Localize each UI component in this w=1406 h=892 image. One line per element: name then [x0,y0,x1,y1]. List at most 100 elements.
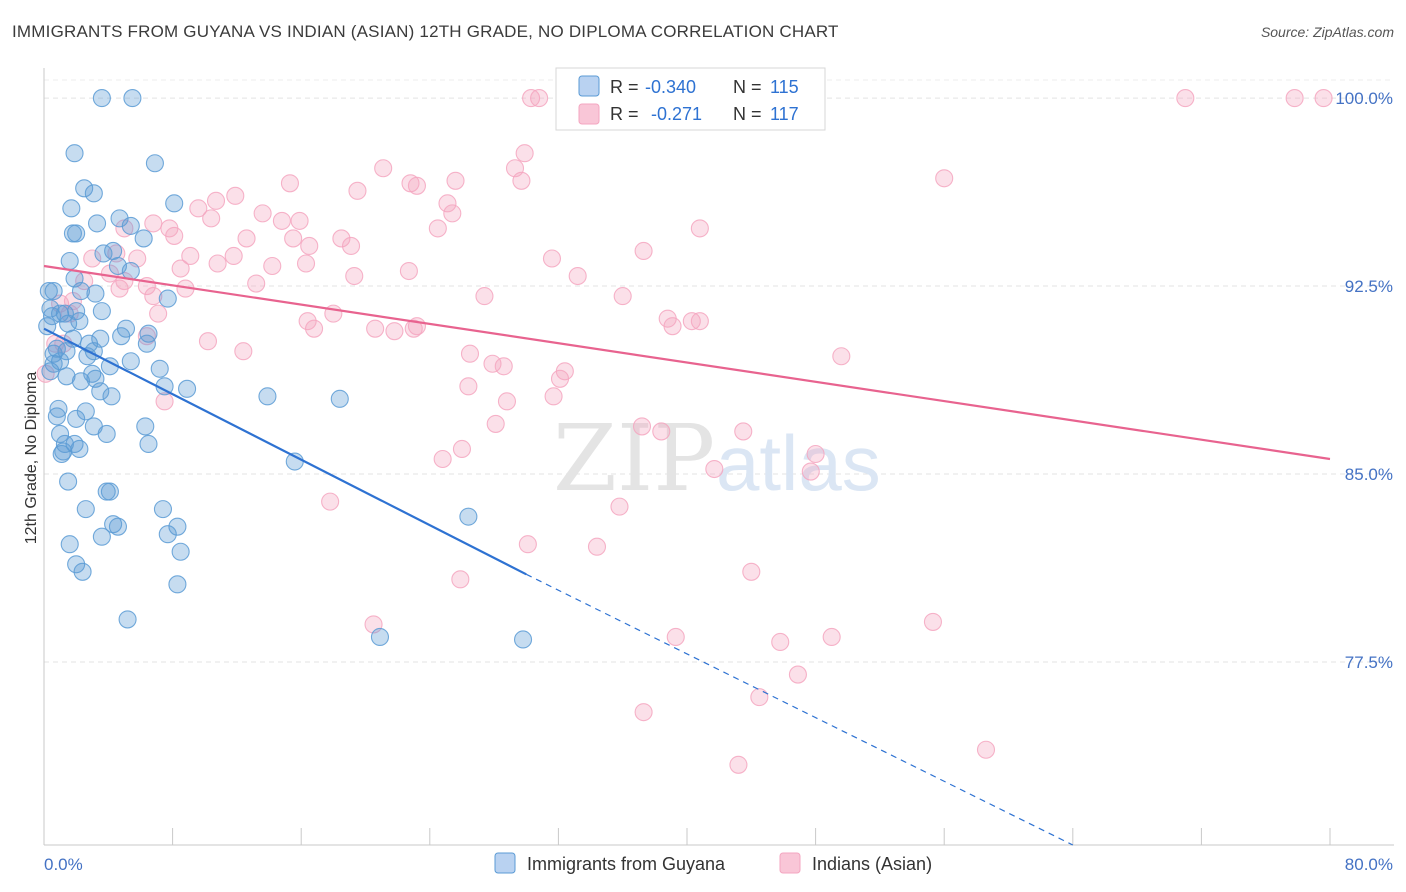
data-point [305,319,324,338]
data-point [100,482,119,501]
data-point [296,254,316,273]
indian-points [36,89,1333,774]
data-point [86,284,105,303]
y-tick-label: 100.0% [1335,89,1393,108]
data-point [189,199,208,218]
data-point [57,367,76,386]
data-point [139,434,158,454]
data-point [613,287,632,306]
data-point [512,171,531,190]
data-point [771,632,790,652]
data-point [206,191,226,210]
stats-r-label-indian: R = [610,104,639,124]
data-point [71,282,91,301]
data-point [513,630,533,649]
data-point [134,229,153,248]
data-point [62,199,81,218]
data-point [67,555,86,574]
legend-swatch-guyana [494,852,516,874]
data-point [41,362,60,381]
data-point [822,627,841,647]
data-point [298,312,317,331]
data-point [92,302,111,321]
data-point [550,369,570,388]
data-point [494,357,513,376]
data-point [110,279,129,298]
trend-line-guyana-extension [525,573,1074,846]
data-point [729,755,748,774]
data-point [52,444,71,464]
data-point [70,439,89,459]
data-point [44,282,63,301]
data-point [332,229,351,248]
data-point [348,181,367,200]
data-point [67,409,86,428]
data-point [41,299,60,318]
data-point [742,562,761,581]
guyana-points [38,89,533,649]
data-point [55,434,74,454]
data-point [750,688,769,707]
data-point [247,274,266,293]
data-point [165,194,184,213]
data-point [1285,89,1304,108]
data-point [149,304,168,323]
x-tick-label-max: 80.0% [1345,855,1393,874]
trend-line-indian [43,264,1331,461]
data-point [168,517,187,536]
data-point [806,444,825,464]
data-point [1314,89,1333,108]
data-point [438,194,457,213]
data-point [59,472,78,491]
data-point [73,562,92,581]
data-point [385,322,404,341]
stats-swatch-indian [578,103,600,125]
data-point [832,347,851,366]
data-point [272,211,291,230]
data-point [542,249,562,268]
data-point [198,332,218,351]
data-point [290,211,309,230]
stats-n-label-indian: N = [733,104,762,124]
data-point [568,266,587,286]
data-point [341,236,361,256]
data-point [923,612,942,631]
data-point [234,342,253,361]
data-point [112,327,131,346]
data-point [404,319,423,338]
legend-label-guyana: Immigrants from Guyana [527,854,726,874]
stats-r-value-guyana: -0.340 [645,77,696,97]
data-point [94,244,113,263]
stats-legend: R = -0.340 N = 115 R = -0.271 N = 117 [555,67,826,131]
data-point [224,246,243,266]
trend-line-guyana [43,327,527,576]
data-point [47,407,66,426]
data-point [60,251,79,271]
data-point [84,184,103,203]
data-point [83,249,102,268]
data-point [690,219,709,238]
data-point [87,214,107,233]
data-point [76,500,95,519]
data-point [330,389,349,408]
data-point [70,312,89,331]
data-point [155,392,174,411]
data-point [60,535,79,554]
chart-source: Source: ZipAtlas.com [1260,24,1394,40]
data-point [587,537,607,556]
stats-r-label-guyana: R = [610,77,639,97]
data-point [452,439,472,459]
data-point [976,740,996,759]
data-point [67,224,86,243]
data-point [150,359,169,378]
data-point [399,261,418,281]
data-point [666,627,685,647]
data-point [202,209,221,228]
data-point [39,282,58,301]
data-point [92,527,111,546]
data-point [121,352,140,371]
data-point [91,382,110,401]
data-point [263,256,282,276]
gridlines [44,79,1394,663]
